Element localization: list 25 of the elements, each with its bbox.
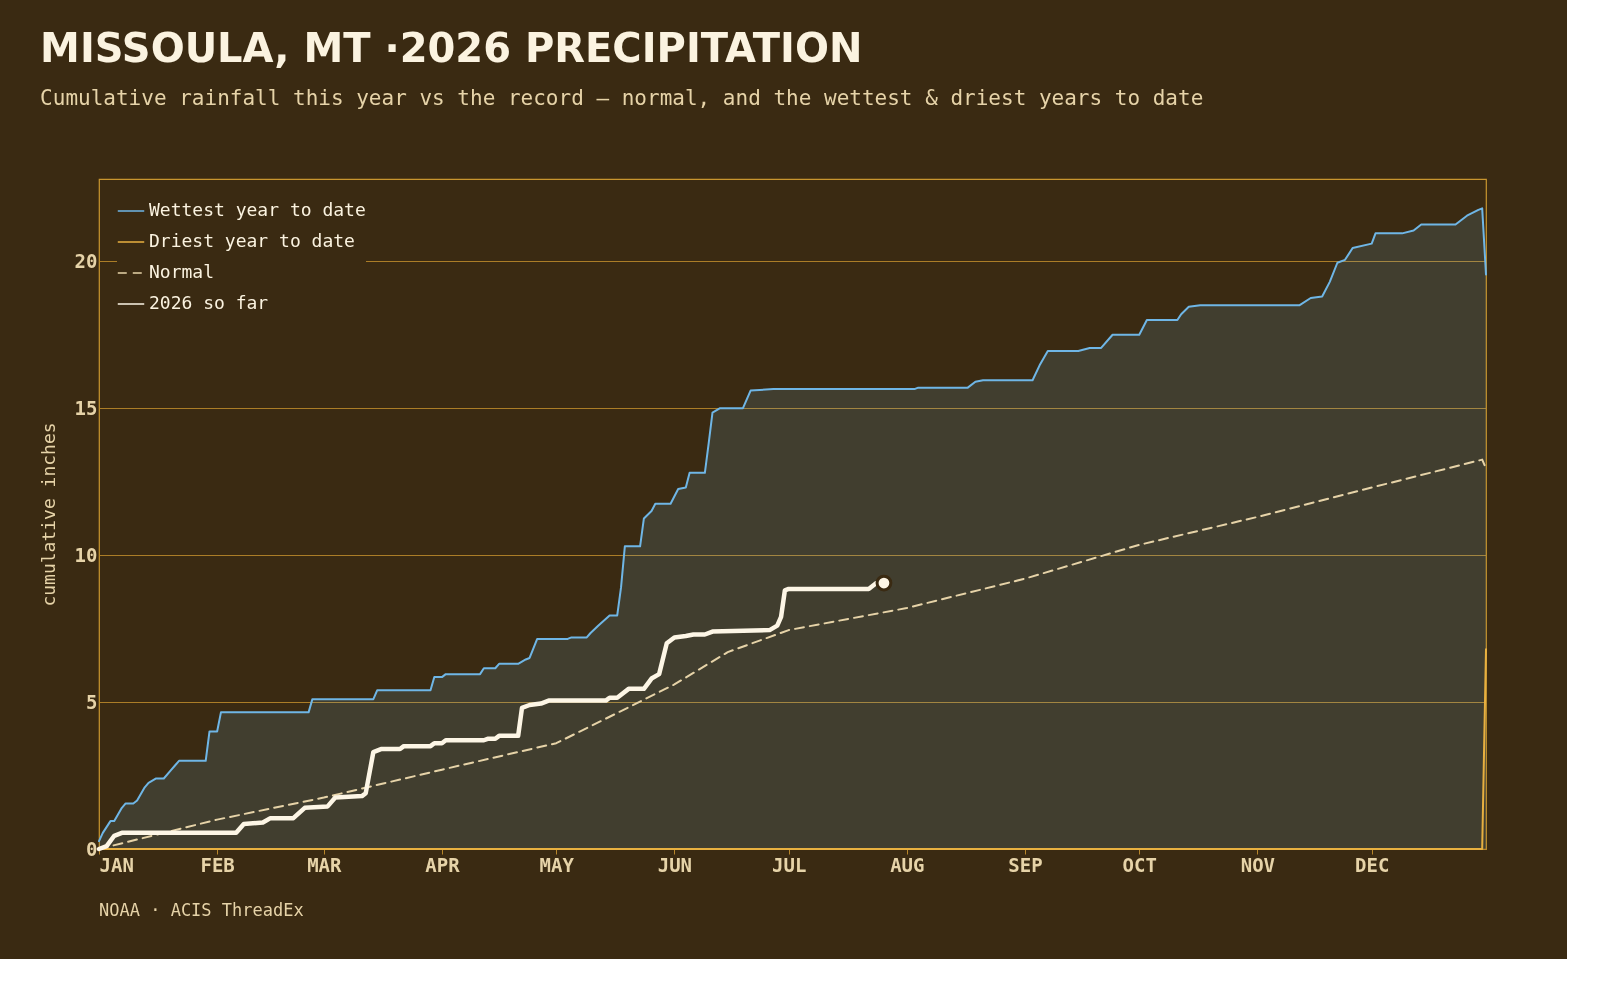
legend-label: Normal: [149, 261, 215, 282]
x-tick-label: OCT: [1122, 853, 1157, 876]
x-tick-label: APR: [425, 853, 461, 876]
text: NOAA · ACIS ThreadEx: [99, 900, 304, 920]
chart-title: MISSOULA, MT ·2026 PRECIPITATION: [40, 25, 863, 71]
y-tick-label: 10: [74, 543, 98, 566]
legend-label: Driest year to date: [149, 230, 355, 251]
x-tick-label: SEP: [1008, 853, 1043, 876]
y-axis-title: cumulative inches: [37, 422, 59, 607]
y-tick-label: 20: [74, 249, 98, 272]
y-tick-label: 15: [74, 396, 98, 419]
legend-label: 2026 so far: [149, 292, 269, 313]
y-tick-label: 5: [86, 690, 98, 713]
x-tick-label: MAY: [539, 853, 575, 876]
x-tick-label: MAR: [307, 853, 343, 876]
x-tick-label: NOV: [1240, 853, 1276, 876]
x-tick-label: JUL: [772, 853, 807, 876]
x-tick-label: JAN: [99, 853, 134, 876]
legend-label: Wettest year to date: [149, 199, 366, 220]
x-tick-label: JUN: [657, 853, 693, 876]
y-tick-label: 0: [86, 837, 98, 860]
x-tick-label: AUG: [890, 853, 925, 876]
x-tick-label: DEC: [1355, 853, 1390, 876]
chart-subtitle: Cumulative rainfall this year vs the record — normal, and the wettest & driest years to date: [40, 86, 1204, 110]
x-tick-label: FEB: [200, 853, 235, 876]
